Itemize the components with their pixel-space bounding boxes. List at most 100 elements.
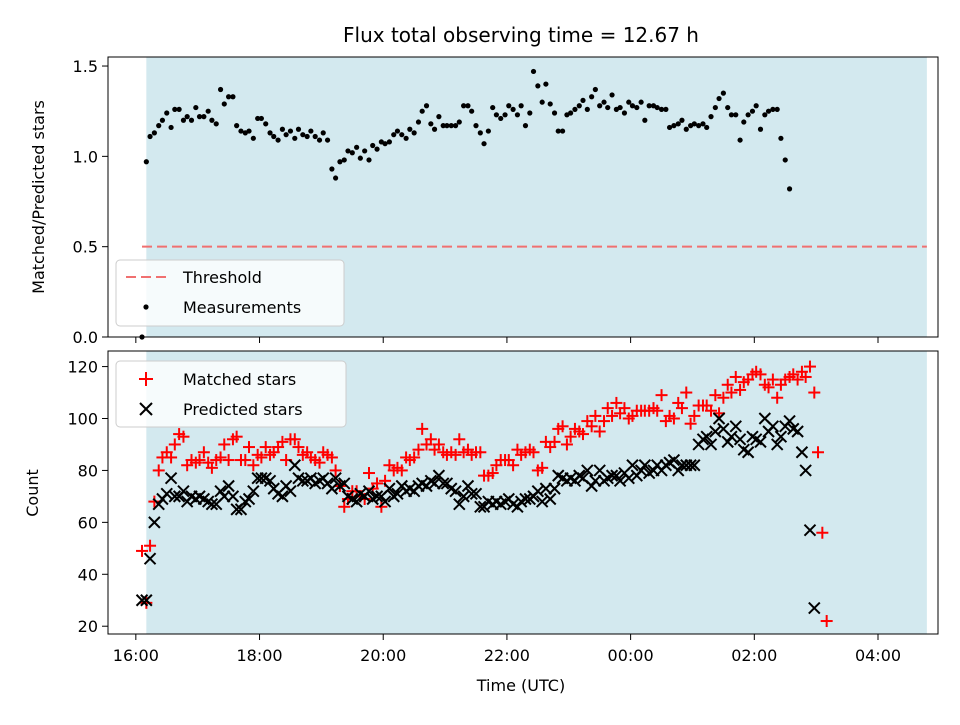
predicted-point	[242, 492, 256, 506]
measurement-point	[428, 121, 434, 127]
measurement-point	[527, 110, 533, 116]
predicted-point	[255, 472, 268, 485]
matched-point	[193, 454, 206, 467]
predicted-point	[148, 516, 161, 529]
predicted-point	[247, 484, 260, 498]
measurement-point	[275, 137, 281, 143]
predicted-point	[741, 446, 755, 459]
matched-point	[136, 544, 149, 557]
matched-point	[329, 464, 342, 477]
measurement-point	[658, 106, 665, 112]
measurement-point	[786, 186, 793, 192]
matched-point	[144, 539, 157, 552]
measurement-point	[555, 128, 561, 134]
measurement-point	[221, 101, 227, 107]
predicted-point	[721, 435, 734, 449]
x-axis-label: Time (UTC)	[476, 676, 565, 695]
matched-point	[589, 409, 602, 422]
measurement-point	[493, 112, 500, 118]
matched-point	[598, 415, 611, 428]
matched-point	[247, 459, 260, 472]
measurement-point	[151, 130, 157, 136]
predicted-point	[222, 479, 235, 493]
measurement-point	[283, 132, 289, 138]
measurement-point	[456, 119, 462, 125]
y-tick-label: 40	[78, 565, 98, 584]
predicted-point	[803, 523, 817, 537]
measurement-point	[370, 142, 376, 149]
measurement-point	[725, 104, 731, 111]
measurement-point	[156, 123, 162, 129]
matched-point	[791, 373, 804, 386]
predicted-point	[152, 497, 165, 511]
measurement-point	[230, 94, 236, 100]
predicted-point	[465, 487, 478, 501]
measurement-point	[176, 106, 182, 112]
measurement-point	[621, 110, 628, 116]
legend-measurements-swatch	[143, 304, 149, 310]
measurement-point	[584, 106, 590, 112]
measurement-point	[217, 86, 224, 93]
predicted-point	[177, 484, 190, 498]
bottom-legend: Matched stars Predicted stars	[115, 360, 347, 428]
predicted-point	[519, 492, 532, 506]
predicted-point	[378, 495, 392, 508]
predicted-point	[437, 477, 450, 490]
measurement-point	[287, 128, 294, 134]
matched-point	[820, 615, 833, 628]
measurement-point	[629, 103, 636, 109]
matched-point	[288, 433, 301, 446]
measurement-point	[452, 123, 459, 129]
measurement-point	[172, 106, 178, 112]
predicted-point	[234, 503, 248, 516]
predicted-point	[474, 500, 487, 513]
predicted-point	[700, 430, 713, 443]
matched-point	[601, 402, 614, 415]
top-legend-box	[115, 259, 345, 327]
measurement-point	[778, 135, 784, 141]
predicted-point	[634, 464, 648, 477]
predicted-point	[391, 487, 404, 501]
x-tick-label: 18:00	[236, 646, 282, 665]
measurement-point	[551, 110, 558, 116]
y-tick-label: 20	[78, 617, 98, 636]
predicted-point	[140, 594, 153, 607]
y-tick-label: 60	[78, 513, 98, 532]
matched-point	[239, 454, 252, 467]
measurement-point	[391, 132, 397, 138]
measurement-point	[255, 115, 261, 122]
predicted-point	[581, 464, 594, 477]
y-tick-label: 0.5	[73, 238, 98, 257]
measurement-point	[159, 117, 166, 123]
measurement-point	[654, 104, 660, 111]
matched-point	[395, 464, 408, 477]
predicted-point	[688, 459, 701, 472]
matched-point	[412, 443, 425, 456]
measurement-point	[473, 123, 479, 129]
measurement-point	[295, 126, 302, 132]
predicted-point	[226, 490, 240, 503]
measurement-point	[324, 137, 331, 143]
matched-point	[255, 451, 268, 464]
matched-point	[432, 438, 445, 451]
matched-point	[292, 441, 305, 454]
measurement-point	[737, 137, 743, 143]
x-tick-label: 02:00	[731, 646, 777, 665]
matched-point	[618, 402, 631, 415]
measurement-point	[250, 135, 256, 141]
predicted-point	[535, 495, 549, 508]
predicted-point	[808, 601, 821, 615]
top-y-axis-label: Matched/Predicted stars	[29, 100, 48, 294]
measurement-point	[226, 94, 232, 100]
measurement-point	[333, 175, 339, 181]
measurement-point	[592, 86, 598, 93]
measurement-point	[448, 123, 454, 129]
predicted-point	[783, 414, 796, 428]
measurement-point	[502, 112, 508, 118]
predicted-point	[276, 490, 289, 503]
matched-point	[474, 446, 487, 459]
measurement-point	[580, 97, 586, 103]
predicted-point	[613, 474, 627, 488]
matched-point	[684, 417, 697, 430]
measurement-point	[506, 103, 512, 109]
